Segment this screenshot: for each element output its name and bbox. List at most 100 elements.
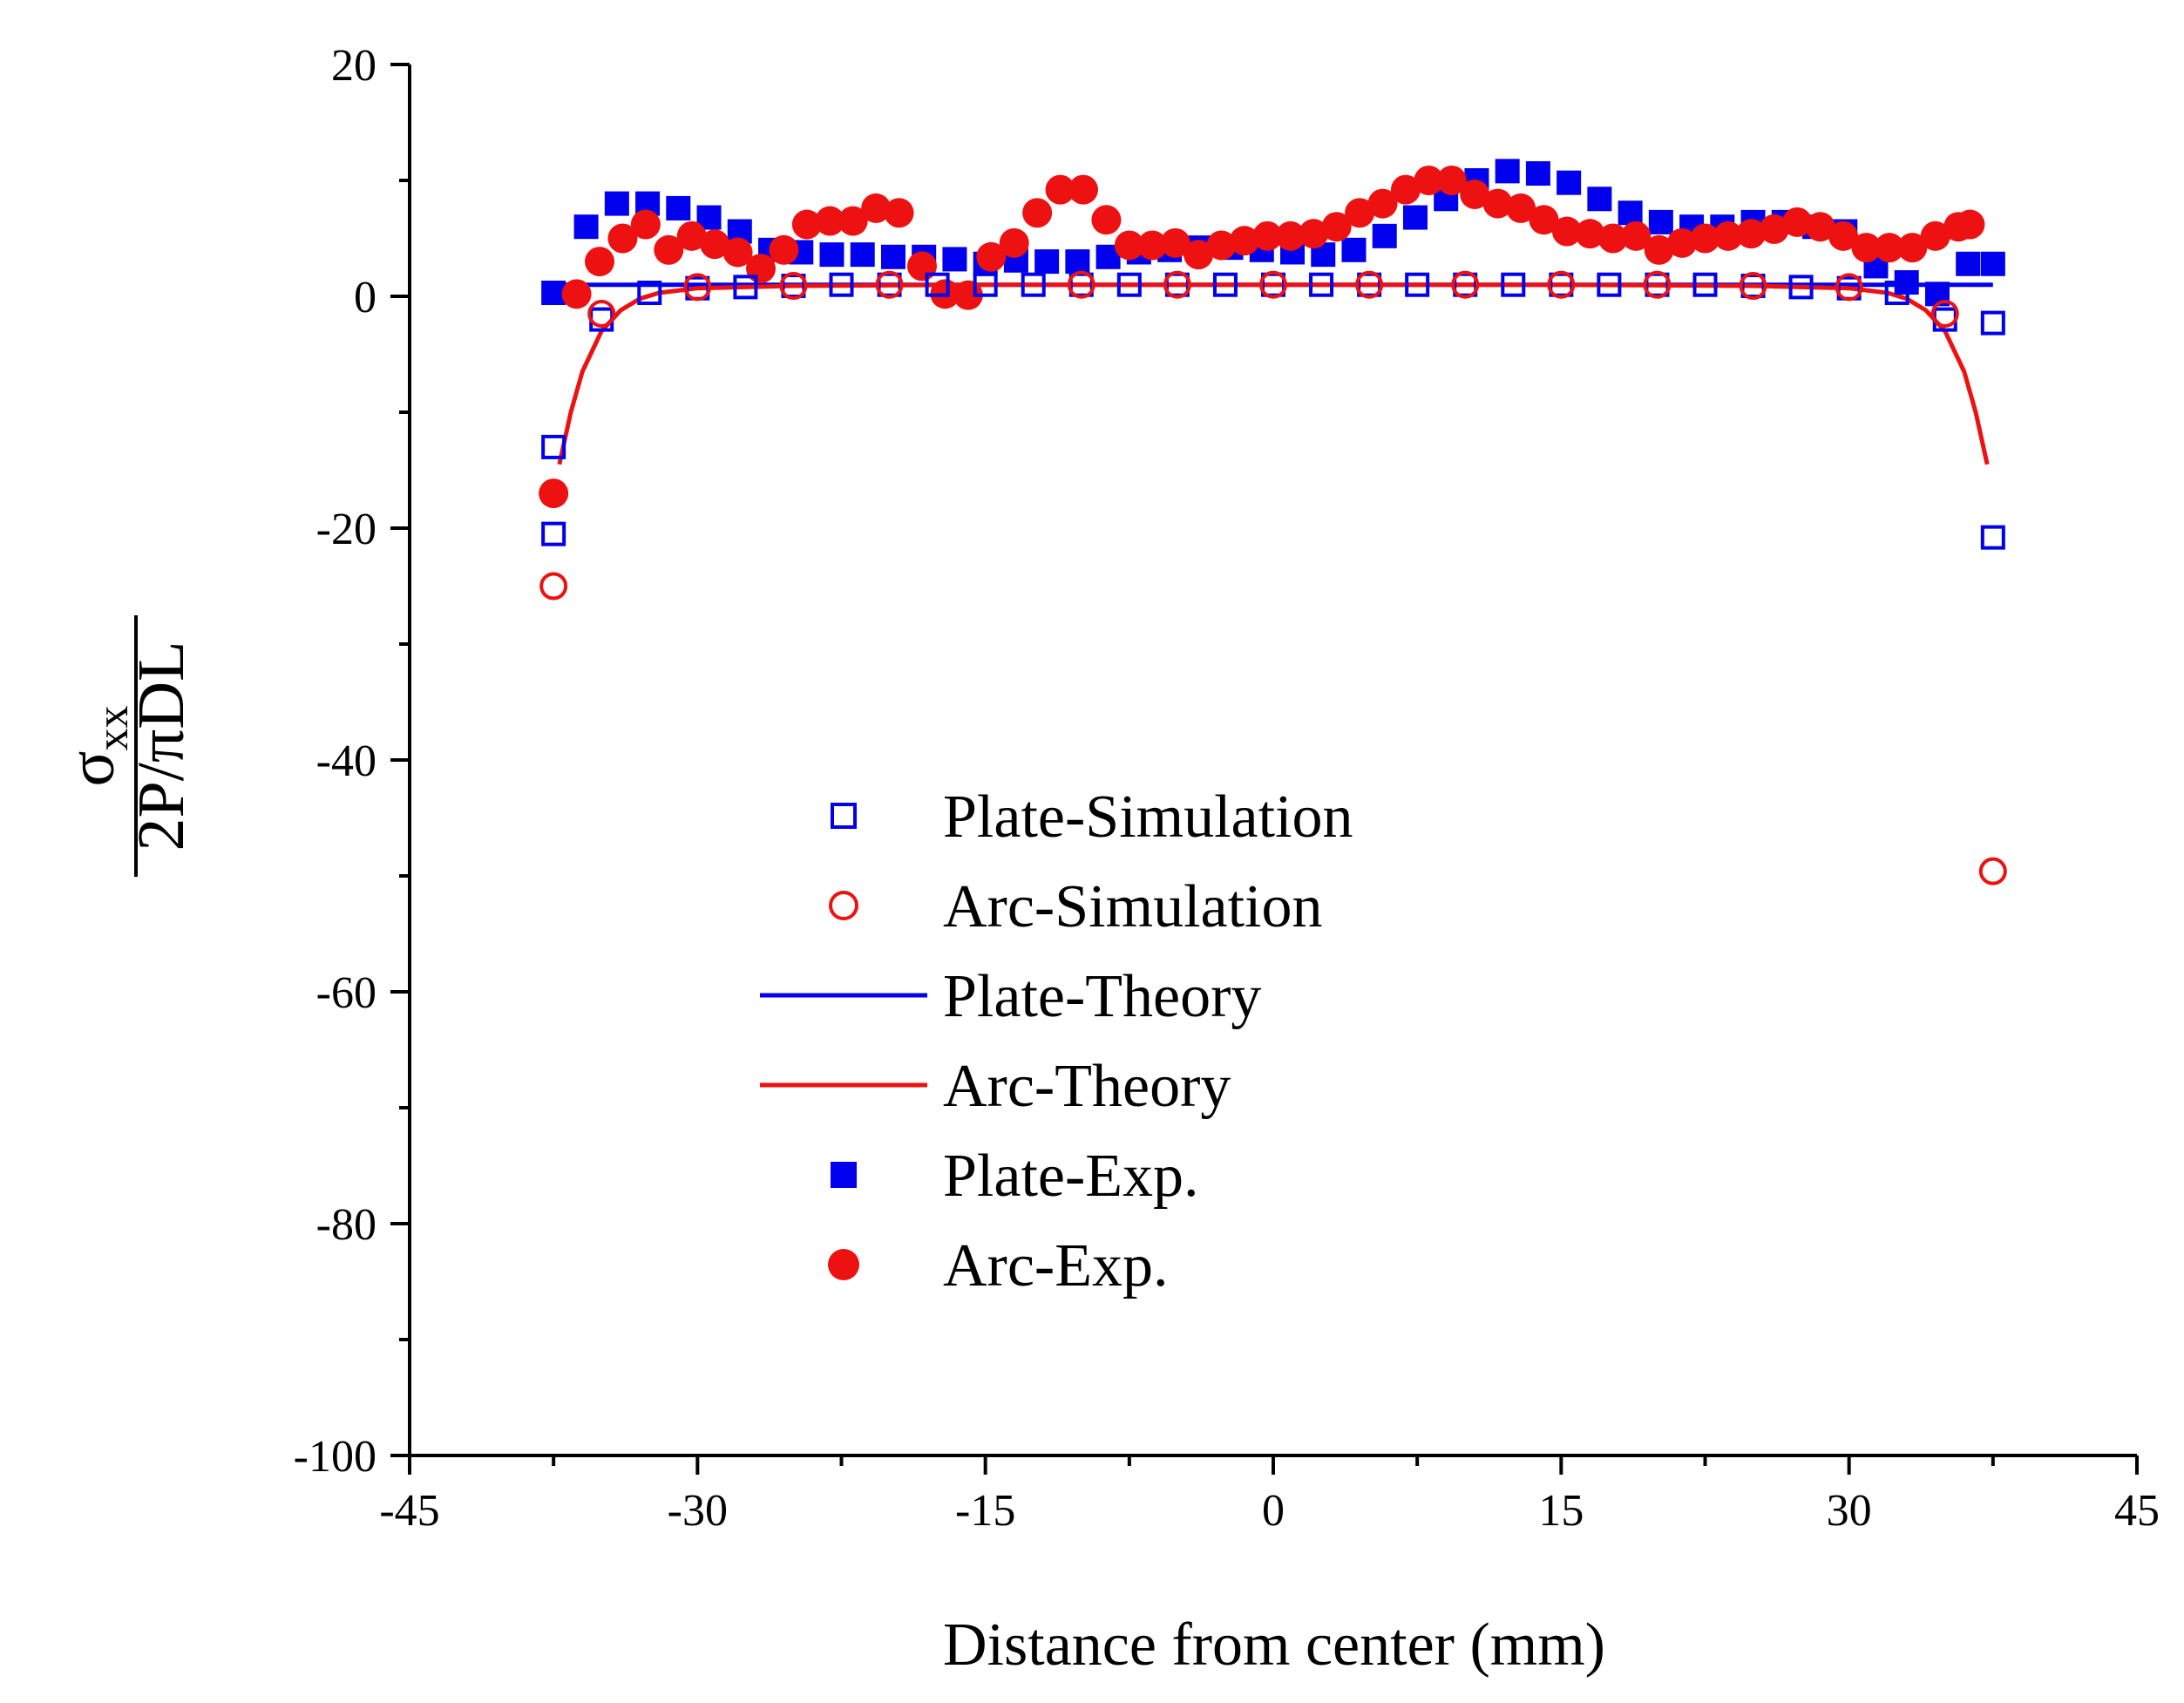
x-tick-label: -15 bbox=[955, 1486, 1015, 1536]
legend-swatch bbox=[828, 1249, 859, 1280]
series-layer bbox=[539, 159, 2007, 885]
y-tick-label: 20 bbox=[331, 41, 376, 91]
x-axis-title: Distance from center (mm) bbox=[943, 1611, 1605, 1679]
point-arc-exp bbox=[1874, 233, 1904, 263]
point-plate-exp bbox=[573, 214, 599, 240]
y-tick-label: 0 bbox=[354, 273, 376, 322]
point-arc-exp bbox=[1160, 227, 1190, 258]
point-arc-exp bbox=[1621, 221, 1652, 251]
point-plate-exp bbox=[1525, 161, 1550, 187]
point-arc-exp bbox=[769, 234, 799, 265]
legend-item-arc-exp: Arc-Exp. bbox=[828, 1232, 1169, 1299]
point-arc-exp bbox=[1955, 209, 1985, 240]
y-tick-label: -80 bbox=[316, 1200, 376, 1250]
point-arc-simulation bbox=[1978, 857, 2007, 885]
point-arc-exp bbox=[861, 193, 892, 223]
point-arc-exp bbox=[700, 229, 730, 260]
point-plate-simulation bbox=[1980, 525, 2005, 550]
legend-item-plate-exp: Plate-Exp. bbox=[831, 1143, 1199, 1210]
axes: -45 -30 -15 0 15 30 45 -100 -80 -60 -40 -20 0 20 bbox=[294, 41, 2160, 1536]
legend-label: Plate-Theory bbox=[943, 963, 1261, 1030]
point-plate-exp bbox=[1341, 237, 1367, 262]
point-arc-exp bbox=[1529, 205, 1559, 235]
point-arc-simulation bbox=[1930, 299, 1959, 328]
point-plate-exp bbox=[1648, 209, 1673, 234]
point-arc-exp bbox=[1805, 212, 1835, 242]
point-plate-exp bbox=[1618, 200, 1643, 226]
point-plate-exp bbox=[1402, 205, 1428, 230]
point-arc-exp bbox=[722, 237, 753, 268]
point-arc-exp bbox=[585, 247, 615, 277]
point-arc-exp bbox=[1460, 179, 1490, 209]
point-arc-exp bbox=[1597, 223, 1628, 254]
point-plate-simulation bbox=[1405, 272, 1430, 297]
point-arc-exp bbox=[1897, 233, 1928, 263]
y-tick-label: -60 bbox=[316, 968, 376, 1018]
x-tick-label: -45 bbox=[379, 1486, 439, 1536]
point-plate-simulation bbox=[637, 281, 662, 306]
point-arc-exp bbox=[1713, 221, 1743, 251]
point-arc-exp bbox=[884, 198, 914, 228]
point-arc-simulation bbox=[1643, 270, 1672, 299]
point-arc-exp bbox=[561, 279, 592, 309]
point-plate-simulation bbox=[541, 434, 566, 459]
legend-label: Plate-Simulation bbox=[943, 784, 1353, 851]
point-arc-simulation bbox=[1547, 270, 1576, 299]
y-tick-label: -20 bbox=[316, 505, 376, 554]
legend-label: Arc-Exp. bbox=[943, 1232, 1169, 1299]
point-arc-exp bbox=[1436, 166, 1467, 195]
point-arc-exp bbox=[1345, 198, 1375, 228]
point-arc-exp bbox=[999, 227, 1029, 258]
legend-swatch bbox=[829, 891, 858, 920]
point-plate-simulation bbox=[541, 521, 566, 546]
y-tick-label: -40 bbox=[316, 736, 376, 786]
svg-text:σxx: σxx bbox=[55, 706, 138, 787]
point-arc-exp bbox=[1068, 174, 1098, 205]
point-arc-exp bbox=[1690, 223, 1720, 254]
legend-item-arc-theory: Arc-Theory bbox=[760, 1053, 1231, 1120]
point-arc-simulation bbox=[1739, 272, 1767, 301]
point-plate-simulation bbox=[1597, 272, 1622, 297]
y-axis-title-denominator: 2P/πDL bbox=[125, 641, 198, 851]
x-tick-label: 15 bbox=[1538, 1486, 1584, 1536]
legend-label: Plate-Exp. bbox=[943, 1143, 1199, 1210]
point-arc-exp bbox=[1782, 207, 1813, 237]
point-plate-exp bbox=[604, 191, 629, 216]
y-axis-title-subscript: xx bbox=[88, 706, 138, 751]
point-arc-exp bbox=[1184, 240, 1214, 270]
point-arc-simulation bbox=[1451, 270, 1480, 299]
point-plate-exp bbox=[850, 242, 875, 268]
point-arc-exp bbox=[1506, 193, 1536, 223]
y-tick-label: -100 bbox=[294, 1432, 376, 1482]
point-arc-exp bbox=[1206, 230, 1237, 261]
point-arc-exp bbox=[1828, 221, 1859, 251]
point-plate-simulation bbox=[733, 275, 758, 300]
point-arc-exp bbox=[1482, 188, 1513, 219]
series-plate-simulation bbox=[541, 272, 2005, 550]
point-plate-simulation bbox=[1692, 272, 1718, 297]
point-arc-simulation bbox=[1355, 270, 1384, 299]
point-plate-exp bbox=[666, 195, 691, 221]
point-arc-exp bbox=[1736, 219, 1767, 249]
point-plate-exp bbox=[1980, 251, 2005, 276]
point-arc-exp bbox=[838, 206, 868, 236]
point-arc-simulation bbox=[875, 270, 904, 299]
legend-item-plate-theory: Plate-Theory bbox=[760, 963, 1261, 1030]
point-plate-exp bbox=[1495, 159, 1520, 184]
point-arc-simulation bbox=[539, 572, 568, 600]
legend-swatch bbox=[831, 803, 857, 829]
point-plate-simulation bbox=[925, 272, 950, 297]
point-plate-simulation bbox=[1501, 272, 1526, 297]
point-arc-exp bbox=[976, 241, 1007, 272]
point-arc-exp bbox=[1414, 166, 1444, 195]
point-plate-exp bbox=[1956, 251, 1981, 276]
point-arc-exp bbox=[1299, 219, 1329, 249]
point-arc-exp bbox=[1390, 174, 1421, 205]
legend-label: Arc-Theory bbox=[943, 1053, 1231, 1120]
legend-item-plate-simulation: Plate-Simulation bbox=[831, 784, 1353, 851]
point-arc-exp bbox=[1321, 212, 1352, 242]
series-line-arc-theory bbox=[557, 282, 1990, 465]
point-arc-exp bbox=[1367, 188, 1398, 219]
point-arc-exp bbox=[815, 206, 845, 236]
point-arc-exp bbox=[1114, 230, 1144, 261]
